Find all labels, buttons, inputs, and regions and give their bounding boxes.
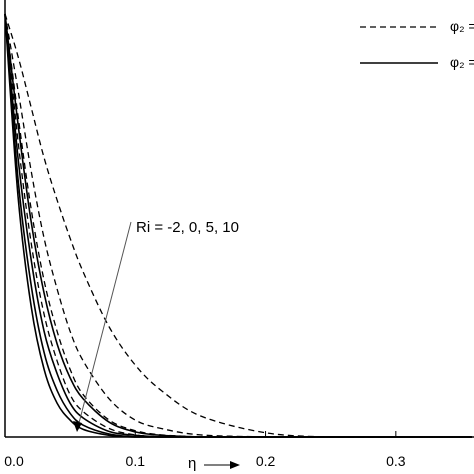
x-ticks: 0.0 0.1 0.2 0.3 bbox=[4, 431, 406, 469]
ri-annotation: Ri = -2, 0, 5, 10 bbox=[73, 219, 239, 432]
series-line-solid-5 bbox=[4, 13, 472, 438]
annotation-text: Ri = -2, 0, 5, 10 bbox=[136, 219, 239, 236]
annotation-arrow-line bbox=[78, 221, 132, 424]
x-tick-label: 0.2 bbox=[256, 453, 276, 469]
x-axis-label: η bbox=[188, 455, 196, 472]
legend-label-dashed: φ₂ = bbox=[450, 18, 474, 34]
x-tick-label: 0.1 bbox=[126, 453, 146, 469]
series-line-solid-6 bbox=[4, 13, 472, 438]
legend: φ₂ = φ₂ = bbox=[360, 18, 474, 70]
series-line-dashed-1 bbox=[4, 13, 472, 438]
series-curves bbox=[4, 13, 472, 438]
axes bbox=[4, 0, 474, 438]
series-line-dashed-3 bbox=[4, 13, 472, 438]
annotation-arrowhead bbox=[73, 421, 82, 432]
x-tick-label: 0.0 bbox=[4, 453, 24, 469]
series-line-dashed-4 bbox=[4, 13, 472, 438]
x-tick-label: 0.3 bbox=[386, 453, 406, 469]
x-axis-arrow bbox=[204, 461, 240, 469]
series-line-dashed-2 bbox=[4, 13, 472, 438]
legend-label-solid: φ₂ = bbox=[450, 54, 474, 70]
series-line-solid-7 bbox=[4, 13, 472, 438]
series-line-solid-8 bbox=[4, 13, 472, 438]
